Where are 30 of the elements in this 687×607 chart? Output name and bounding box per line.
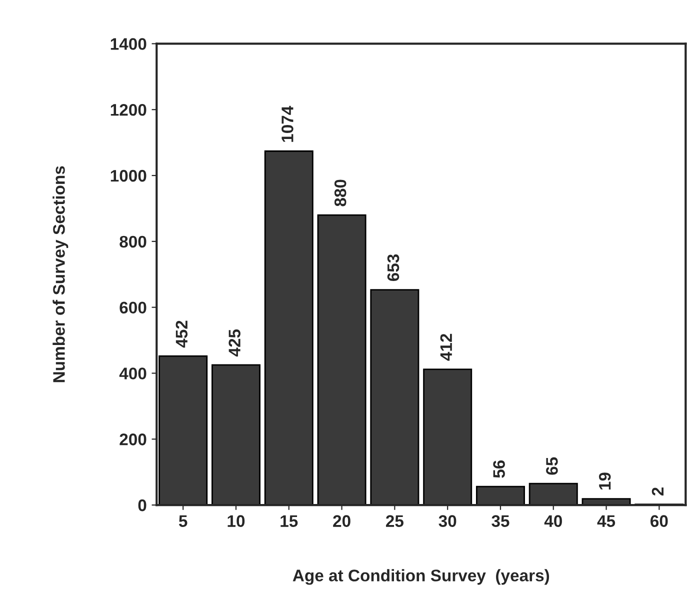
data-label: 1074 <box>282 106 294 142</box>
data-label: 452 <box>176 320 188 348</box>
data-label: 880 <box>334 180 346 206</box>
x-tick-label: 5 <box>178 515 188 527</box>
data-label: 2 <box>652 488 664 496</box>
data-label: 653 <box>387 254 400 282</box>
x-tick-label: 10 <box>228 515 245 527</box>
x-tick-label: 30 <box>438 515 456 528</box>
y-tick-label: 1000 <box>110 170 146 182</box>
data-label: 65 <box>546 457 558 475</box>
x-tick-label: 15 <box>280 515 298 527</box>
data-label: 425 <box>228 329 240 356</box>
x-axis-title: Age at Condition Survey (years) <box>292 569 550 585</box>
y-tick-label: 600 <box>120 302 146 314</box>
y-tick-label: 400 <box>119 368 146 380</box>
x-tick-label: 45 <box>597 515 616 527</box>
y-tick-label: 1200 <box>110 104 146 116</box>
y-tick-label: 800 <box>120 236 146 248</box>
data-label: 56 <box>493 460 505 478</box>
x-tick-label: 40 <box>544 515 562 527</box>
y-tick-label: 200 <box>120 434 146 446</box>
x-tick-label: 25 <box>386 515 404 527</box>
data-label: 19 <box>598 472 611 490</box>
y-tick-label: 0 <box>138 499 146 512</box>
x-tick-label: 35 <box>492 515 510 528</box>
y-tick-label: 1400 <box>110 38 146 50</box>
data-label: 412 <box>440 334 452 361</box>
x-tick-label: 20 <box>333 515 350 527</box>
x-tick-label: 60 <box>650 515 668 527</box>
y-axis-title: Number of Survey Sections <box>52 166 68 382</box>
